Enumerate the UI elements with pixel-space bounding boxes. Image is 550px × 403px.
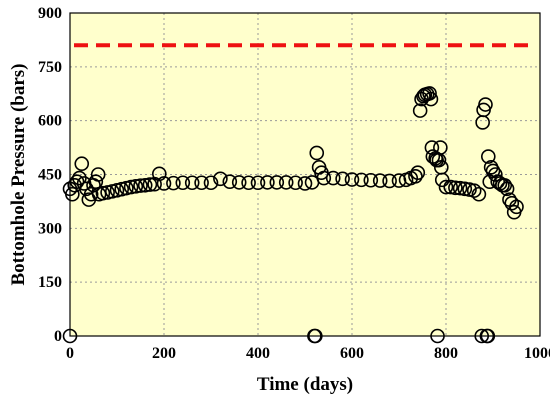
data-point bbox=[65, 186, 80, 202]
x-tick-label: 200 bbox=[152, 345, 176, 362]
data-point bbox=[433, 140, 448, 155]
y-tick-labels: 0 150 300 450 600 750 900 bbox=[38, 5, 62, 345]
data-point bbox=[408, 168, 423, 184]
data-point bbox=[424, 140, 440, 155]
data-point bbox=[297, 176, 313, 191]
data-point bbox=[222, 174, 238, 189]
x-tick-labels: 0 200 400 600 800 1000 bbox=[66, 345, 550, 362]
data-point bbox=[316, 170, 332, 186]
data-point bbox=[309, 145, 325, 161]
y-tick-label: 600 bbox=[38, 113, 62, 130]
data-point bbox=[74, 156, 90, 172]
plot-frame bbox=[69, 12, 541, 337]
data-point bbox=[83, 186, 99, 202]
data-point bbox=[422, 86, 437, 101]
x-axis-title: Time (days) bbox=[257, 374, 353, 395]
y-tick-label: 0 bbox=[54, 328, 62, 345]
data-point bbox=[175, 175, 191, 191]
y-tick-label: 450 bbox=[38, 167, 62, 184]
data-point bbox=[372, 173, 388, 188]
data-point bbox=[480, 149, 496, 164]
data-point bbox=[488, 167, 503, 182]
data-point bbox=[142, 177, 158, 192]
data-point bbox=[241, 175, 256, 191]
y-tick-label: 300 bbox=[38, 220, 62, 237]
y-tick-label: 900 bbox=[38, 5, 62, 22]
x-tick-label: 0 bbox=[66, 345, 74, 362]
data-point bbox=[344, 172, 360, 187]
x-tick-label: 600 bbox=[340, 345, 364, 362]
data-point bbox=[203, 175, 219, 191]
data-points bbox=[62, 86, 524, 344]
data-point bbox=[156, 176, 172, 191]
data-point bbox=[72, 170, 87, 186]
data-point bbox=[335, 171, 350, 187]
data-point bbox=[231, 175, 247, 190]
data-point bbox=[410, 165, 426, 181]
data-point bbox=[363, 172, 379, 188]
data-point bbox=[478, 97, 493, 112]
data-point bbox=[443, 179, 459, 195]
data-point bbox=[90, 167, 106, 182]
data-point bbox=[269, 175, 285, 190]
data-point bbox=[499, 181, 515, 197]
x-tick-label: 800 bbox=[434, 345, 458, 362]
data-point bbox=[471, 186, 487, 202]
data-point bbox=[123, 179, 139, 195]
data-point bbox=[497, 177, 513, 193]
data-point bbox=[194, 175, 209, 191]
data-point bbox=[250, 175, 266, 191]
data-point bbox=[509, 199, 524, 215]
y-tick-label: 150 bbox=[38, 274, 62, 291]
x-tick-label: 400 bbox=[246, 345, 270, 362]
data-point bbox=[184, 175, 200, 191]
data-point bbox=[490, 174, 506, 189]
y-tick-label: 750 bbox=[38, 59, 62, 76]
data-point bbox=[260, 175, 275, 190]
data-point bbox=[133, 178, 148, 193]
data-point bbox=[79, 181, 94, 197]
y-axis-title: Bottomhole Pressure (bars) bbox=[8, 64, 29, 286]
data-point bbox=[434, 172, 450, 188]
data-point bbox=[325, 170, 341, 186]
data-point bbox=[457, 181, 473, 197]
data-point bbox=[466, 183, 482, 198]
data-point bbox=[166, 175, 181, 191]
data-point bbox=[354, 172, 369, 188]
data-point bbox=[452, 180, 468, 196]
data-point bbox=[423, 91, 439, 107]
data-point bbox=[95, 185, 111, 201]
data-point bbox=[412, 103, 428, 118]
data-point bbox=[448, 180, 463, 196]
data-point bbox=[137, 177, 153, 193]
data-point bbox=[213, 171, 228, 187]
data-point bbox=[278, 175, 294, 190]
x-tick-label: 1000 bbox=[524, 345, 550, 362]
data-point bbox=[128, 179, 144, 194]
data-point bbox=[438, 179, 454, 195]
data-point bbox=[152, 166, 167, 182]
data-point bbox=[288, 175, 303, 191]
data-point bbox=[382, 173, 397, 189]
data-point bbox=[504, 195, 520, 211]
